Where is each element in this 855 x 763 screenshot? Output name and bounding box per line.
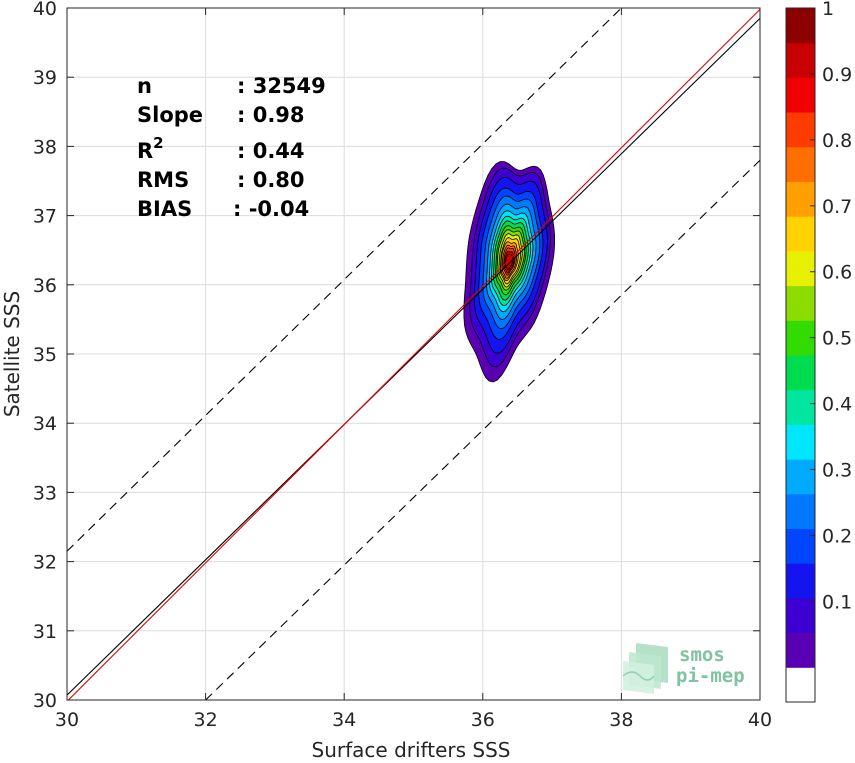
x-axis-label: Surface drifters SSS (312, 738, 511, 762)
y-tick-label: 30 (33, 690, 57, 712)
colorbar-segment (786, 667, 815, 703)
colorbar-tick-label: 0.2 (822, 525, 852, 547)
colorbar-tick-label: 0.3 (822, 460, 852, 482)
reference-lines (67, 8, 760, 700)
colorbar-segment (786, 181, 815, 217)
colorbar-segment (786, 112, 815, 148)
logo-waves-icon (622, 643, 668, 694)
colorbar-tick-label: 0.7 (822, 196, 852, 218)
y-tick-label: 35 (33, 344, 57, 366)
x-tick-label: 36 (471, 709, 495, 731)
colorbar-tick-label: 0.9 (822, 64, 852, 86)
stat-label-n: n (137, 74, 152, 98)
colorbar-segment (786, 459, 815, 495)
logo-text-smos: smos (679, 644, 725, 666)
y-tick-label: 31 (33, 621, 57, 643)
colorbar-tick-label: 0.1 (822, 591, 852, 613)
colorbar-segment (786, 424, 815, 460)
x-tick-label: 40 (748, 709, 772, 731)
colorbar-tick-label: 0.8 (822, 130, 852, 152)
colorbar-segment (786, 563, 815, 599)
y-axis-label: Satellite SSS (0, 291, 24, 417)
x-tick-label: 32 (194, 709, 218, 731)
stats-box: n : 32549 Slope : 0.98 R2 : 0.44 RMS : 0… (137, 74, 326, 221)
x-tick-label: 38 (609, 709, 633, 731)
colorbar-segment (786, 8, 815, 44)
stat-value-r2: : 0.44 (237, 139, 305, 163)
colorbar-segment (786, 528, 815, 564)
stat-label-slope: Slope (137, 103, 203, 127)
stat-label-r-sup: 2 (153, 134, 163, 152)
y-tick-label: 34 (33, 413, 57, 435)
colorbar-ticks: 0.1 0.2 0.3 0.4 0.5 0.6 0.7 0.8 0.9 1 (810, 0, 852, 613)
colorbar-segment (786, 355, 815, 391)
y-tick-label: 40 (33, 0, 57, 20)
stat-value-slope: : 0.98 (237, 103, 305, 127)
y-tick-label: 32 (33, 552, 57, 574)
colorbar-segment (786, 389, 815, 425)
stat-label-r: R (137, 139, 153, 163)
colorbar-tick-label: 1 (822, 0, 834, 20)
y-tick-label: 39 (33, 67, 57, 89)
x-tick-label: 30 (55, 709, 79, 731)
colorbar-segment (786, 216, 815, 252)
stat-label-bias: BIAS (137, 197, 192, 221)
density-contours (463, 161, 555, 383)
reference-line-upper-bound (67, 8, 622, 552)
colorbar-segment (786, 632, 815, 668)
colorbar-segment (786, 493, 815, 529)
reference-line-lower-bound (205, 159, 760, 700)
colorbar-frame (785, 7, 816, 703)
stat-value-rms: : 0.80 (237, 168, 305, 192)
colorbar (785, 7, 816, 703)
stat-label-rms: RMS (137, 168, 189, 192)
colorbar-segment (786, 250, 815, 287)
y-tick-label: 38 (33, 136, 57, 158)
colorbar-segment (786, 42, 815, 78)
colorbar-segment (786, 597, 815, 634)
y-tick-label: 36 (33, 275, 57, 297)
colorbar-tick-label: 0.4 (822, 394, 852, 416)
stat-value-bias: : -0.04 (233, 197, 309, 221)
colorbar-segment (786, 77, 815, 113)
smos-pimep-logo: smos pi-mep (622, 643, 745, 694)
colorbar-tick-label: 0.5 (822, 328, 852, 350)
y-tick-label: 37 (33, 206, 57, 228)
stat-value-n: : 32549 (237, 74, 326, 98)
stat-label-r2: R2 (137, 134, 164, 163)
reference-line-regression (67, 8, 760, 700)
logo-text-pimep: pi-mep (676, 665, 745, 687)
y-tick-label: 33 (33, 482, 57, 504)
colorbar-segment (786, 285, 815, 321)
reference-line-one-to-one (67, 17, 760, 696)
colorbar-segment (786, 146, 815, 182)
x-tick-label: 34 (332, 709, 356, 731)
x-axis-ticks: 30 32 34 36 38 40 (55, 8, 772, 731)
y-axis-ticks: 30 31 32 33 34 35 36 37 38 39 40 (33, 0, 760, 712)
colorbar-tick-label: 0.6 (822, 262, 852, 284)
